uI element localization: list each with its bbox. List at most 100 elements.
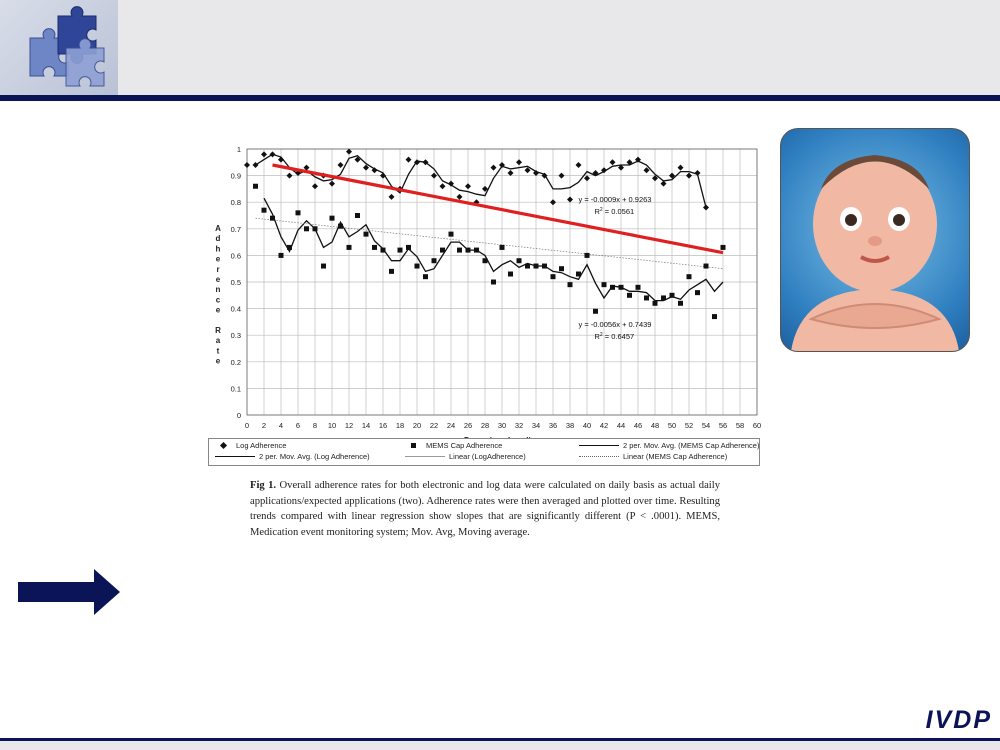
mems-linear-trendline	[255, 217, 724, 270]
caption-body: Overall adherence rates for both electro…	[250, 480, 720, 538]
mems-adherence-point	[508, 271, 513, 277]
y-tick-label: 0.5	[231, 278, 241, 287]
regression-equation: y = -0.0056x + 0.7439	[579, 320, 652, 329]
mems-adherence-point	[542, 263, 547, 269]
mems-adherence-point	[482, 258, 488, 264]
log-adherence-point	[524, 167, 531, 174]
log-adherence-point	[677, 164, 684, 171]
moving-average-line	[255, 153, 707, 208]
log-adherence-point	[346, 148, 352, 155]
log-adherence-point	[567, 196, 573, 203]
figure: 0 2 4 6 8 10 12 14 16 18 20 22 24 26 28 30 32 34 36 38 40 42 4…	[200, 120, 770, 560]
log-adherence-point	[388, 193, 395, 200]
mems-adherence-point	[346, 244, 352, 250]
header-band	[0, 0, 1000, 95]
mems-adherence-point	[559, 266, 564, 272]
log-adherence-point	[465, 183, 471, 190]
log-adherence-point	[592, 169, 599, 176]
log-adherence-point	[558, 172, 565, 179]
series	[244, 148, 726, 320]
mems-adherence-point	[695, 290, 700, 296]
x-tick-label: 18	[396, 421, 404, 430]
log-linear-trendline-highlight	[272, 163, 724, 255]
legend-symbol	[215, 455, 255, 458]
legend-item: 2 per. Mov. Avg. (Log Adherence)	[215, 452, 370, 461]
right-arrow-icon	[18, 569, 120, 615]
baby-arms-crossed-photo	[791, 155, 959, 351]
log-adherence-point	[278, 156, 284, 163]
legend-symbol	[579, 444, 619, 447]
x-tick-label: 4	[279, 421, 283, 430]
log-adherence-point	[541, 172, 548, 179]
log-adherence-point	[686, 172, 692, 179]
puzzle-pieces-logo	[29, 6, 105, 87]
y-tick-label: 0.7	[231, 225, 241, 234]
mems-adherence-point	[338, 223, 343, 229]
x-tick-label: 22	[430, 421, 438, 430]
mems-adherence-point	[533, 263, 539, 269]
log-adherence-point	[660, 180, 667, 187]
mems-adherence-point	[618, 284, 624, 290]
mems-adherence-point	[253, 183, 258, 189]
brand-logo-text: IVDP	[925, 706, 992, 734]
x-tick-label: 40	[583, 421, 591, 430]
mems-adherence-point	[525, 263, 530, 269]
legend-item: 2 per. Mov. Avg. (MEMS Cap Adherence)	[579, 441, 759, 450]
log-adherence-point	[303, 164, 310, 171]
adherence-chart: 0 2 4 6 8 10 12 14 16 18 20 22 24 26 28 30 32 34 36 38 40 42 4…	[215, 145, 761, 445]
mems-adherence-point	[321, 263, 326, 269]
log-adherence-point	[550, 199, 556, 206]
legend-item: Linear (LogAdherence)	[405, 452, 526, 461]
mems-adherence-point	[584, 252, 590, 258]
x-tick-label: 42	[600, 421, 608, 430]
x-tick-label: 16	[379, 421, 387, 430]
x-tick-label: 8	[313, 421, 317, 430]
x-tick-label: 52	[685, 421, 693, 430]
legend: Log Adherence MEMS Cap Adherence 2 per. Mo…	[208, 438, 760, 466]
log-adherence-point	[422, 159, 429, 166]
log-adherence-point	[703, 204, 709, 211]
mems-adherence-point	[720, 244, 726, 250]
mems-adherence-point	[389, 268, 394, 274]
log-adherence-point	[363, 164, 369, 171]
mems-adherence-point	[567, 282, 573, 288]
x-tick-label: 20	[413, 421, 421, 430]
mems-adherence-point	[610, 284, 615, 290]
annotations: y = -0.0009x + 0.9263 R2 = 0.0561 y = -0.0…	[579, 195, 652, 341]
x-tick-label: 14	[362, 421, 370, 430]
mems-adherence-point	[304, 226, 309, 232]
log-adherence-point	[516, 159, 522, 166]
log-adherence-point	[448, 180, 454, 187]
log-adherence-point	[652, 175, 658, 182]
legend-symbol	[579, 456, 619, 457]
mems-adherence-point	[423, 274, 428, 280]
log-adherence-point	[380, 172, 386, 179]
x-tick-label: 32	[515, 421, 523, 430]
x-tick-label: 30	[498, 421, 506, 430]
log-adherence-point	[584, 175, 590, 182]
y-tick-label: 0.1	[231, 384, 241, 393]
log-adherence-point	[694, 169, 701, 176]
moving-average-line	[263, 197, 724, 302]
mems-adherence-point	[431, 258, 437, 264]
mems-adherence-point	[397, 247, 403, 253]
x-tick-label: 54	[702, 421, 710, 430]
log-adherence-point	[329, 180, 335, 187]
mems-adherence-point	[278, 252, 284, 258]
mems-adherence-point	[414, 263, 420, 269]
x-tick-label: 56	[719, 421, 727, 430]
mems-adherence-point	[363, 231, 369, 237]
log-adherence-point	[252, 161, 259, 168]
log-adherence-point	[643, 167, 650, 174]
mems-adherence-point	[261, 207, 267, 213]
legend-symbol	[411, 443, 416, 448]
mems-adherence-point	[601, 282, 607, 288]
x-tick-label: 38	[566, 421, 574, 430]
legend-symbol	[405, 456, 445, 457]
mems-adherence-point	[627, 292, 632, 298]
log-adherence-point	[609, 159, 616, 166]
x-tick-label: 28	[481, 421, 489, 430]
legend-item: Linear (MEMS Cap Adherence)	[579, 452, 727, 461]
x-tick-label: 46	[634, 421, 642, 430]
